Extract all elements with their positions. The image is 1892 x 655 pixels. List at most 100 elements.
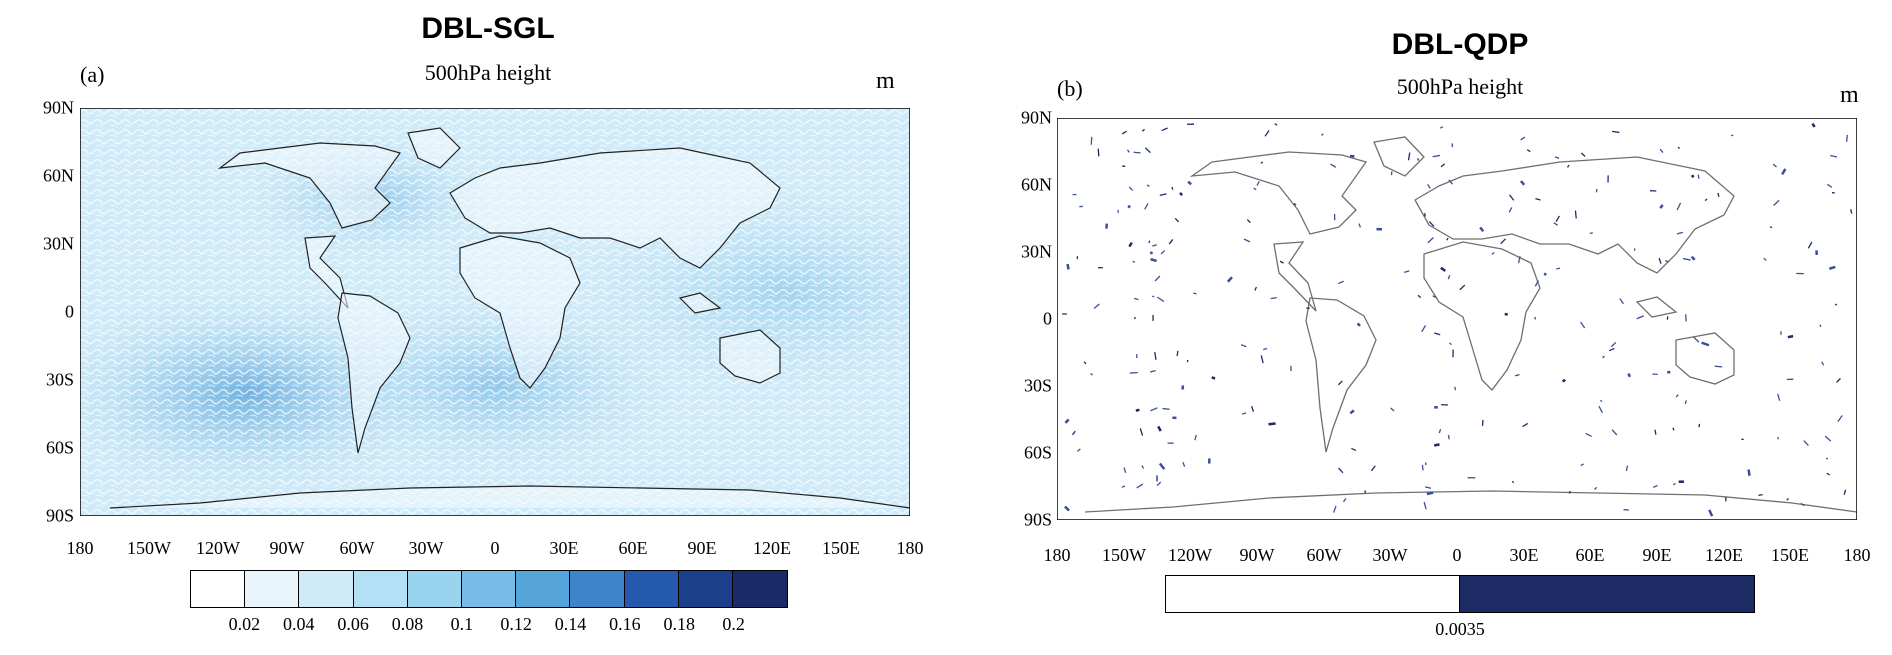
speckle [1610, 342, 1617, 348]
speckle [1522, 422, 1529, 428]
speckle [1600, 399, 1603, 403]
speckle [1704, 198, 1708, 202]
speckle [1432, 295, 1437, 299]
panel-b-lon-label: 180 [1043, 545, 1071, 565]
speckle [1697, 174, 1700, 179]
speckle [1427, 184, 1431, 189]
speckle [1747, 469, 1751, 476]
speckle [1421, 464, 1424, 471]
panel-b-lon-label: 150E [1771, 545, 1809, 565]
speckle [1535, 197, 1541, 201]
speckle [1240, 344, 1247, 348]
speckle [1263, 347, 1268, 351]
speckle [1425, 486, 1432, 489]
panel-b-lat-label: 0 [1043, 308, 1052, 329]
panel-a-lon-label: 30E [549, 538, 579, 558]
panel-a-lat-label: 0 [65, 301, 74, 322]
speckle [1454, 386, 1457, 391]
speckle [1763, 257, 1767, 261]
speckle [1690, 255, 1696, 261]
speckle [1064, 418, 1070, 424]
panel-a-lon-label: 0 [490, 538, 500, 558]
speckle [1598, 405, 1603, 414]
speckle [1421, 325, 1427, 333]
speckle [1152, 244, 1157, 247]
panel-b-lon-label: 150W [1102, 545, 1146, 565]
speckle [1608, 347, 1615, 352]
panel-b-lon-label: 30E [1509, 545, 1539, 565]
speckle [1134, 297, 1139, 301]
panel-a-colorbar-label: 0.1 [450, 614, 474, 634]
speckle [1174, 217, 1180, 223]
speckle [1514, 373, 1520, 377]
speckle [1825, 457, 1829, 460]
speckle [1160, 250, 1166, 255]
panel-b-title: DBL-QDP [1391, 28, 1529, 61]
panel-b-unit: m [1840, 82, 1859, 108]
panel-b-lat-label: 90S [1023, 509, 1052, 530]
speckle [1194, 434, 1197, 441]
speckle [1132, 260, 1136, 263]
speckle [1673, 482, 1676, 486]
panel-a-lon-label: 180 [66, 538, 94, 558]
speckle [1677, 146, 1681, 150]
speckle [1447, 275, 1451, 280]
speckle [1821, 361, 1825, 366]
speckle [1432, 154, 1441, 158]
speckle [1149, 370, 1156, 373]
speckle [1459, 284, 1466, 291]
speckle [1260, 161, 1264, 164]
speckle [1845, 134, 1848, 142]
speckle [1337, 280, 1344, 285]
panel-b-lon-label: 60E [1575, 545, 1605, 565]
speckle [1819, 324, 1822, 327]
speckle [1176, 350, 1179, 357]
panel-b-colorbar-label: 0.0035 [1435, 619, 1485, 639]
speckle [1157, 296, 1165, 303]
speckle [1800, 502, 1805, 507]
speckle [1154, 275, 1161, 282]
panel-b-lon-label: 180 [1843, 545, 1871, 565]
panel-a-lon-label: 120W [196, 538, 240, 558]
panel-a-colorbar-swatch [624, 571, 679, 607]
speckle [1508, 207, 1513, 213]
speckle [1777, 393, 1781, 401]
speckle [1168, 239, 1174, 245]
speckle [1149, 251, 1153, 255]
speckle [1580, 321, 1586, 329]
speckle [1491, 252, 1495, 255]
speckle [1135, 408, 1140, 412]
speckle [1511, 480, 1515, 484]
panel-a-colorbar-label: 0.06 [337, 614, 369, 634]
speckle [1659, 204, 1664, 209]
speckle [1161, 127, 1168, 132]
panel-a-lat-label: 60S [45, 437, 74, 458]
panel-a-colorbar-swatch [570, 571, 625, 607]
speckle [1769, 226, 1773, 229]
panel-a-lat-label: 30N [43, 233, 74, 254]
panel-a-coastlines [109, 127, 910, 509]
speckle [1128, 242, 1133, 248]
speckle [1148, 240, 1151, 244]
panel-b-colorbar-swatch [1166, 576, 1460, 612]
speckle [1187, 180, 1192, 186]
speckle [1270, 296, 1277, 300]
panel-a-unit: m [876, 68, 895, 94]
panel-b-speckles [1062, 123, 1853, 517]
speckle [1246, 219, 1251, 224]
speckle [1139, 428, 1144, 436]
speckle [1781, 168, 1787, 175]
panel-b-label: (b) [1057, 76, 1083, 101]
speckle [1837, 415, 1843, 423]
panel-a-colorbar-label: 0.02 [228, 614, 261, 634]
panel-a-colorbar-label: 0.04 [282, 614, 315, 634]
speckle [1772, 163, 1777, 168]
panel-a-colorbar-swatch [353, 571, 408, 607]
panel-a-lat-label: 30S [45, 369, 74, 390]
speckle [1807, 241, 1813, 249]
speckle [1171, 186, 1174, 190]
speckle [1349, 409, 1355, 415]
speckle [1342, 497, 1347, 503]
speckle [1356, 322, 1361, 327]
panel-b-lon-label: 60W [1306, 545, 1342, 565]
